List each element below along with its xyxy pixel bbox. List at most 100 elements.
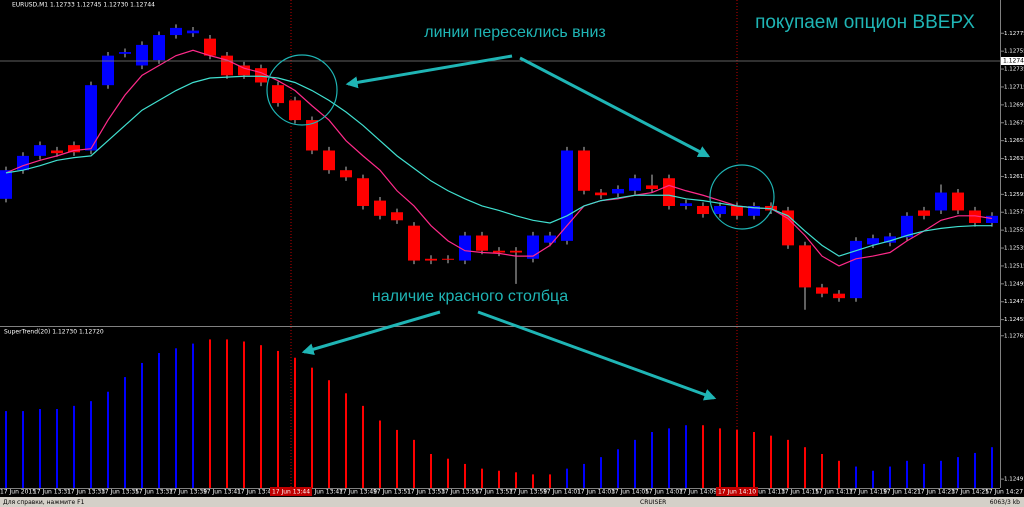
- histogram-bar: [73, 405, 75, 488]
- histogram-bar: [362, 405, 364, 488]
- histogram-bar: [124, 377, 126, 488]
- histogram-bar: [141, 362, 143, 488]
- candle-body: [799, 245, 811, 288]
- candle-body: [204, 38, 216, 56]
- x-tick-label: 17 Jun 13:47: [305, 489, 343, 496]
- histogram-bar: [294, 357, 296, 488]
- candle-body: [68, 145, 80, 153]
- y-tick-label: 1.12495: [1004, 281, 1024, 287]
- histogram-bar: [90, 401, 92, 488]
- x-tick-label: 17 Jun 13:53: [407, 489, 445, 496]
- candle-body: [833, 293, 845, 299]
- y-tick-label: 1.12655: [1004, 138, 1024, 144]
- histogram-bar: [328, 380, 330, 488]
- histogram-bar: [702, 425, 704, 488]
- candle-body: [374, 200, 386, 216]
- arrow: [477, 310, 717, 401]
- histogram-bar: [872, 470, 874, 488]
- histogram-bar: [311, 367, 313, 488]
- candle-body: [255, 68, 267, 83]
- x-tick-label: 17 Jun 13:39: [169, 489, 207, 496]
- status-profile: CRUISER: [640, 499, 666, 506]
- x-tick-label: 17 Jun 14:23: [917, 489, 955, 496]
- histogram-bar: [243, 341, 245, 488]
- x-tick-label: 17 Jun 14:19: [849, 489, 887, 496]
- histogram-bar: [957, 457, 959, 488]
- histogram-bar: [787, 439, 789, 488]
- candle-body: [867, 238, 879, 245]
- histogram-bar: [991, 447, 993, 488]
- annotation: покупаем опцион ВВЕРХ: [755, 12, 975, 33]
- histogram-bar: [583, 463, 585, 488]
- histogram-bar: [906, 460, 908, 488]
- y-tick-label: 1.12575: [1004, 210, 1024, 216]
- histogram-bar: [56, 409, 58, 488]
- histogram-bar: [549, 474, 551, 488]
- x-tick-label: 17 Jun 14:07: [645, 489, 683, 496]
- annotation: линии пересеклись вниз: [424, 24, 606, 41]
- y-tick-label: 1.12765: [1004, 333, 1024, 339]
- candle-body: [697, 205, 709, 215]
- candle-body: [51, 150, 63, 154]
- candle-body: [731, 205, 743, 216]
- candle-body: [816, 287, 828, 294]
- status-help: Для справки, нажмите F1: [3, 499, 85, 506]
- highlight-circle: [709, 164, 775, 230]
- histogram-bar: [634, 439, 636, 488]
- histogram-bar: [498, 470, 500, 488]
- candle-body: [34, 145, 46, 156]
- arrow: [519, 56, 711, 158]
- candle-body: [527, 235, 539, 259]
- histogram-bar: [753, 432, 755, 488]
- x-tick-label: 17 Jun 14:25: [951, 489, 989, 496]
- moving-average: [5, 75, 992, 257]
- arrow: [301, 310, 441, 356]
- histogram-bar: [974, 452, 976, 488]
- histogram-bar: [617, 449, 619, 488]
- candle-body: [748, 205, 760, 216]
- x-tick-label: 17 Jun 13:57: [475, 489, 513, 496]
- candle-body: [408, 225, 420, 261]
- histogram-bar: [770, 435, 772, 488]
- candle-body: [544, 235, 556, 243]
- y-tick-label: 1.12675: [1004, 120, 1024, 126]
- candle-body: [357, 178, 369, 206]
- candle-body: [595, 192, 607, 196]
- histogram-bar: [668, 428, 670, 488]
- candle-body: [323, 150, 335, 171]
- histogram-bar: [175, 348, 177, 488]
- candle-body: [969, 210, 981, 223]
- cursor-time-label: 17 Jun 13:44: [272, 489, 310, 496]
- histogram-bar: [209, 339, 211, 488]
- candle-body: [102, 55, 114, 86]
- candle-body: [340, 170, 352, 178]
- histogram-bar: [107, 391, 109, 488]
- candle-body: [612, 188, 624, 194]
- annotation: наличие красного столбца: [372, 288, 568, 305]
- y-tick-label: 1.12695: [1004, 102, 1024, 108]
- x-tick-label: 17 Jun 13:59: [509, 489, 547, 496]
- histogram-bar: [736, 429, 738, 488]
- x-tick-label: 17 Jun 14:13: [747, 489, 785, 496]
- candle-body: [561, 150, 573, 241]
- histogram-bar: [277, 350, 279, 488]
- y-tick-label: 1.12775: [1004, 31, 1024, 37]
- x-tick-label: 17 Jun 13:55: [441, 489, 479, 496]
- candle-body: [901, 215, 913, 238]
- x-tick-label: 17 Jun 14:05: [611, 489, 649, 496]
- x-tick-label: 17 Jun 2015: [0, 489, 36, 496]
- candle-body: [884, 236, 896, 243]
- current-price-label: 1.12744: [1003, 58, 1024, 65]
- histogram-bar: [855, 466, 857, 488]
- candle-body: [289, 100, 301, 121]
- histogram-bar: [413, 439, 415, 488]
- histogram-bar: [481, 468, 483, 488]
- cursor-time-box: [270, 487, 312, 496]
- y-tick-label: 1.12555: [1004, 228, 1024, 234]
- candle-body: [221, 55, 233, 76]
- y-tick-label: 1.12755: [1004, 49, 1024, 55]
- x-tick-label: 17 Jun 14:03: [577, 489, 615, 496]
- candle-body: [935, 192, 947, 211]
